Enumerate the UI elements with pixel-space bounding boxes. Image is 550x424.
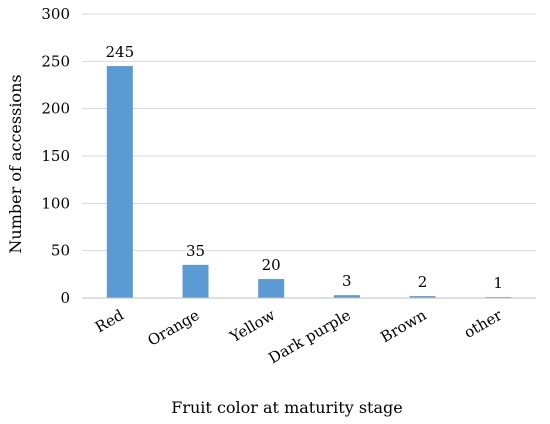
- y-tick-label-50: 50: [51, 242, 70, 260]
- bar-yellow: [258, 279, 285, 298]
- bar-dark-purple: [333, 295, 360, 298]
- y-tick-label-250: 250: [41, 52, 70, 70]
- data-label-other: 1: [493, 274, 503, 292]
- x-tick-label-yellow: Yellow: [226, 306, 278, 347]
- data-label-dark-purple: 3: [342, 272, 352, 290]
- y-axis-ticks: 0 50 100 150 200 250 300: [41, 5, 70, 307]
- y-tick-label-0: 0: [60, 289, 70, 307]
- x-tick-label-brown: Brown: [377, 306, 429, 347]
- data-label-red: 245: [106, 43, 135, 61]
- x-tick-label-other: other: [461, 305, 506, 341]
- data-label-orange: 35: [186, 242, 205, 260]
- x-tick-label-orange: Orange: [145, 306, 203, 350]
- bar-red: [106, 66, 133, 298]
- y-tick-label-200: 200: [41, 100, 70, 118]
- bar-brown: [409, 296, 436, 298]
- y-tick-label-150: 150: [41, 147, 70, 165]
- x-axis-title: Fruit color at maturity stage: [171, 398, 402, 417]
- data-label-yellow: 20: [262, 256, 281, 274]
- x-tick-label-red: Red: [92, 306, 127, 337]
- data-labels: 245 35 20 3 2 1: [106, 43, 503, 292]
- y-axis-title: Number of accessions: [6, 74, 25, 253]
- y-tick-label-100: 100: [41, 194, 70, 212]
- bars: [106, 66, 512, 298]
- x-tick-label-dark-purple: Dark purple: [265, 306, 354, 368]
- data-label-brown: 2: [418, 273, 428, 291]
- bar-orange: [182, 264, 209, 298]
- gridlines: [82, 13, 536, 252]
- y-tick-label-300: 300: [41, 5, 70, 23]
